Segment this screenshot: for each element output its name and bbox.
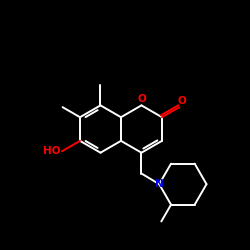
Text: O: O <box>137 94 146 104</box>
Text: N: N <box>155 179 164 189</box>
Text: HO: HO <box>43 146 60 156</box>
Text: O: O <box>177 96 186 106</box>
